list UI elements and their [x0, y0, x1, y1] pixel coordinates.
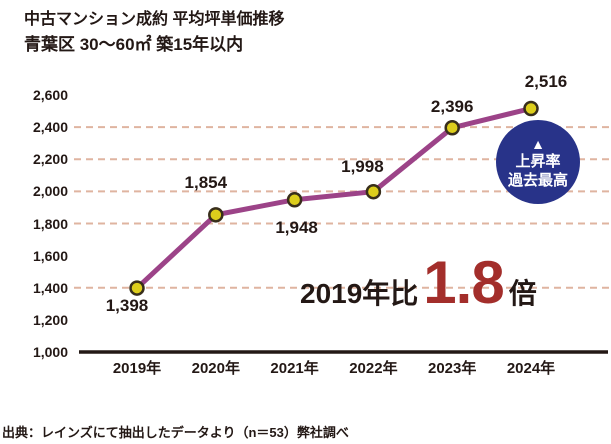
ratio-callout: 2019年比 1.8 倍 — [300, 253, 537, 313]
callout-value: 1.8 — [423, 249, 504, 316]
y-tick-label: 1,800 — [32, 215, 68, 232]
y-tick-label: 1,400 — [32, 279, 68, 296]
data-line — [134, 105, 534, 291]
y-tick-label: 2,600 — [32, 87, 68, 103]
value-label: 1,998 — [341, 156, 384, 176]
source-note: 出典：レインズにて抽出したデータより（n＝53）弊社調べ — [2, 425, 349, 440]
callout-prefix: 2019年比 — [300, 278, 419, 309]
y-tick-label: 2,400 — [32, 119, 68, 136]
value-label: 2,516 — [524, 72, 568, 92]
data-point-2021年 — [286, 191, 303, 208]
y-tick-label: 2,000 — [32, 183, 68, 200]
y-tick-label: 1,200 — [32, 311, 68, 328]
y-tick-label: 1,600 — [32, 247, 68, 264]
x-tick-label: 2022年 — [349, 360, 398, 377]
x-tick-label: 2019年 — [112, 360, 162, 377]
x-tick-label: 2021年 — [270, 360, 319, 377]
data-point-2022年 — [365, 183, 382, 200]
x-tick-label: 2023年 — [428, 360, 477, 377]
value-label: 1,948 — [275, 217, 318, 237]
data-point-2020年 — [208, 207, 224, 223]
callout-suffix: 倍 — [508, 278, 537, 309]
page-subtitle: 青葉区 30〜60㎡ 築15年以内 — [24, 35, 244, 54]
data-point-2019年 — [129, 280, 145, 296]
x-tick-label: 2020年 — [191, 360, 240, 377]
data-point-2023年 — [444, 120, 460, 136]
badge-line2: 過去最高 — [507, 172, 568, 189]
value-label: 1,854 — [184, 172, 228, 192]
y-tick-label: 1,000 — [32, 344, 68, 360]
badge-line1: 上昇率 — [515, 153, 561, 170]
record-high-badge: ▲ 上昇率 過去最高 — [496, 120, 580, 204]
value-label: 2,396 — [430, 96, 474, 116]
data-point-2024年 — [523, 100, 539, 117]
y-tick-label: 2,200 — [32, 151, 68, 168]
up-triangle-icon: ▲ — [531, 136, 545, 152]
page-title: 中古マンション成約 平均坪単価推移 — [24, 11, 285, 28]
value-label: 1,398 — [105, 296, 149, 316]
x-tick-label: 2024年 — [506, 360, 556, 377]
